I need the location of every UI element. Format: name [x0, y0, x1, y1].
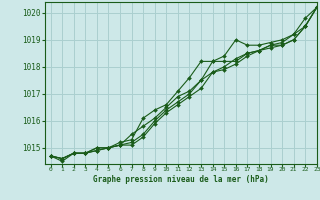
X-axis label: Graphe pression niveau de la mer (hPa): Graphe pression niveau de la mer (hPa) [93, 175, 269, 184]
